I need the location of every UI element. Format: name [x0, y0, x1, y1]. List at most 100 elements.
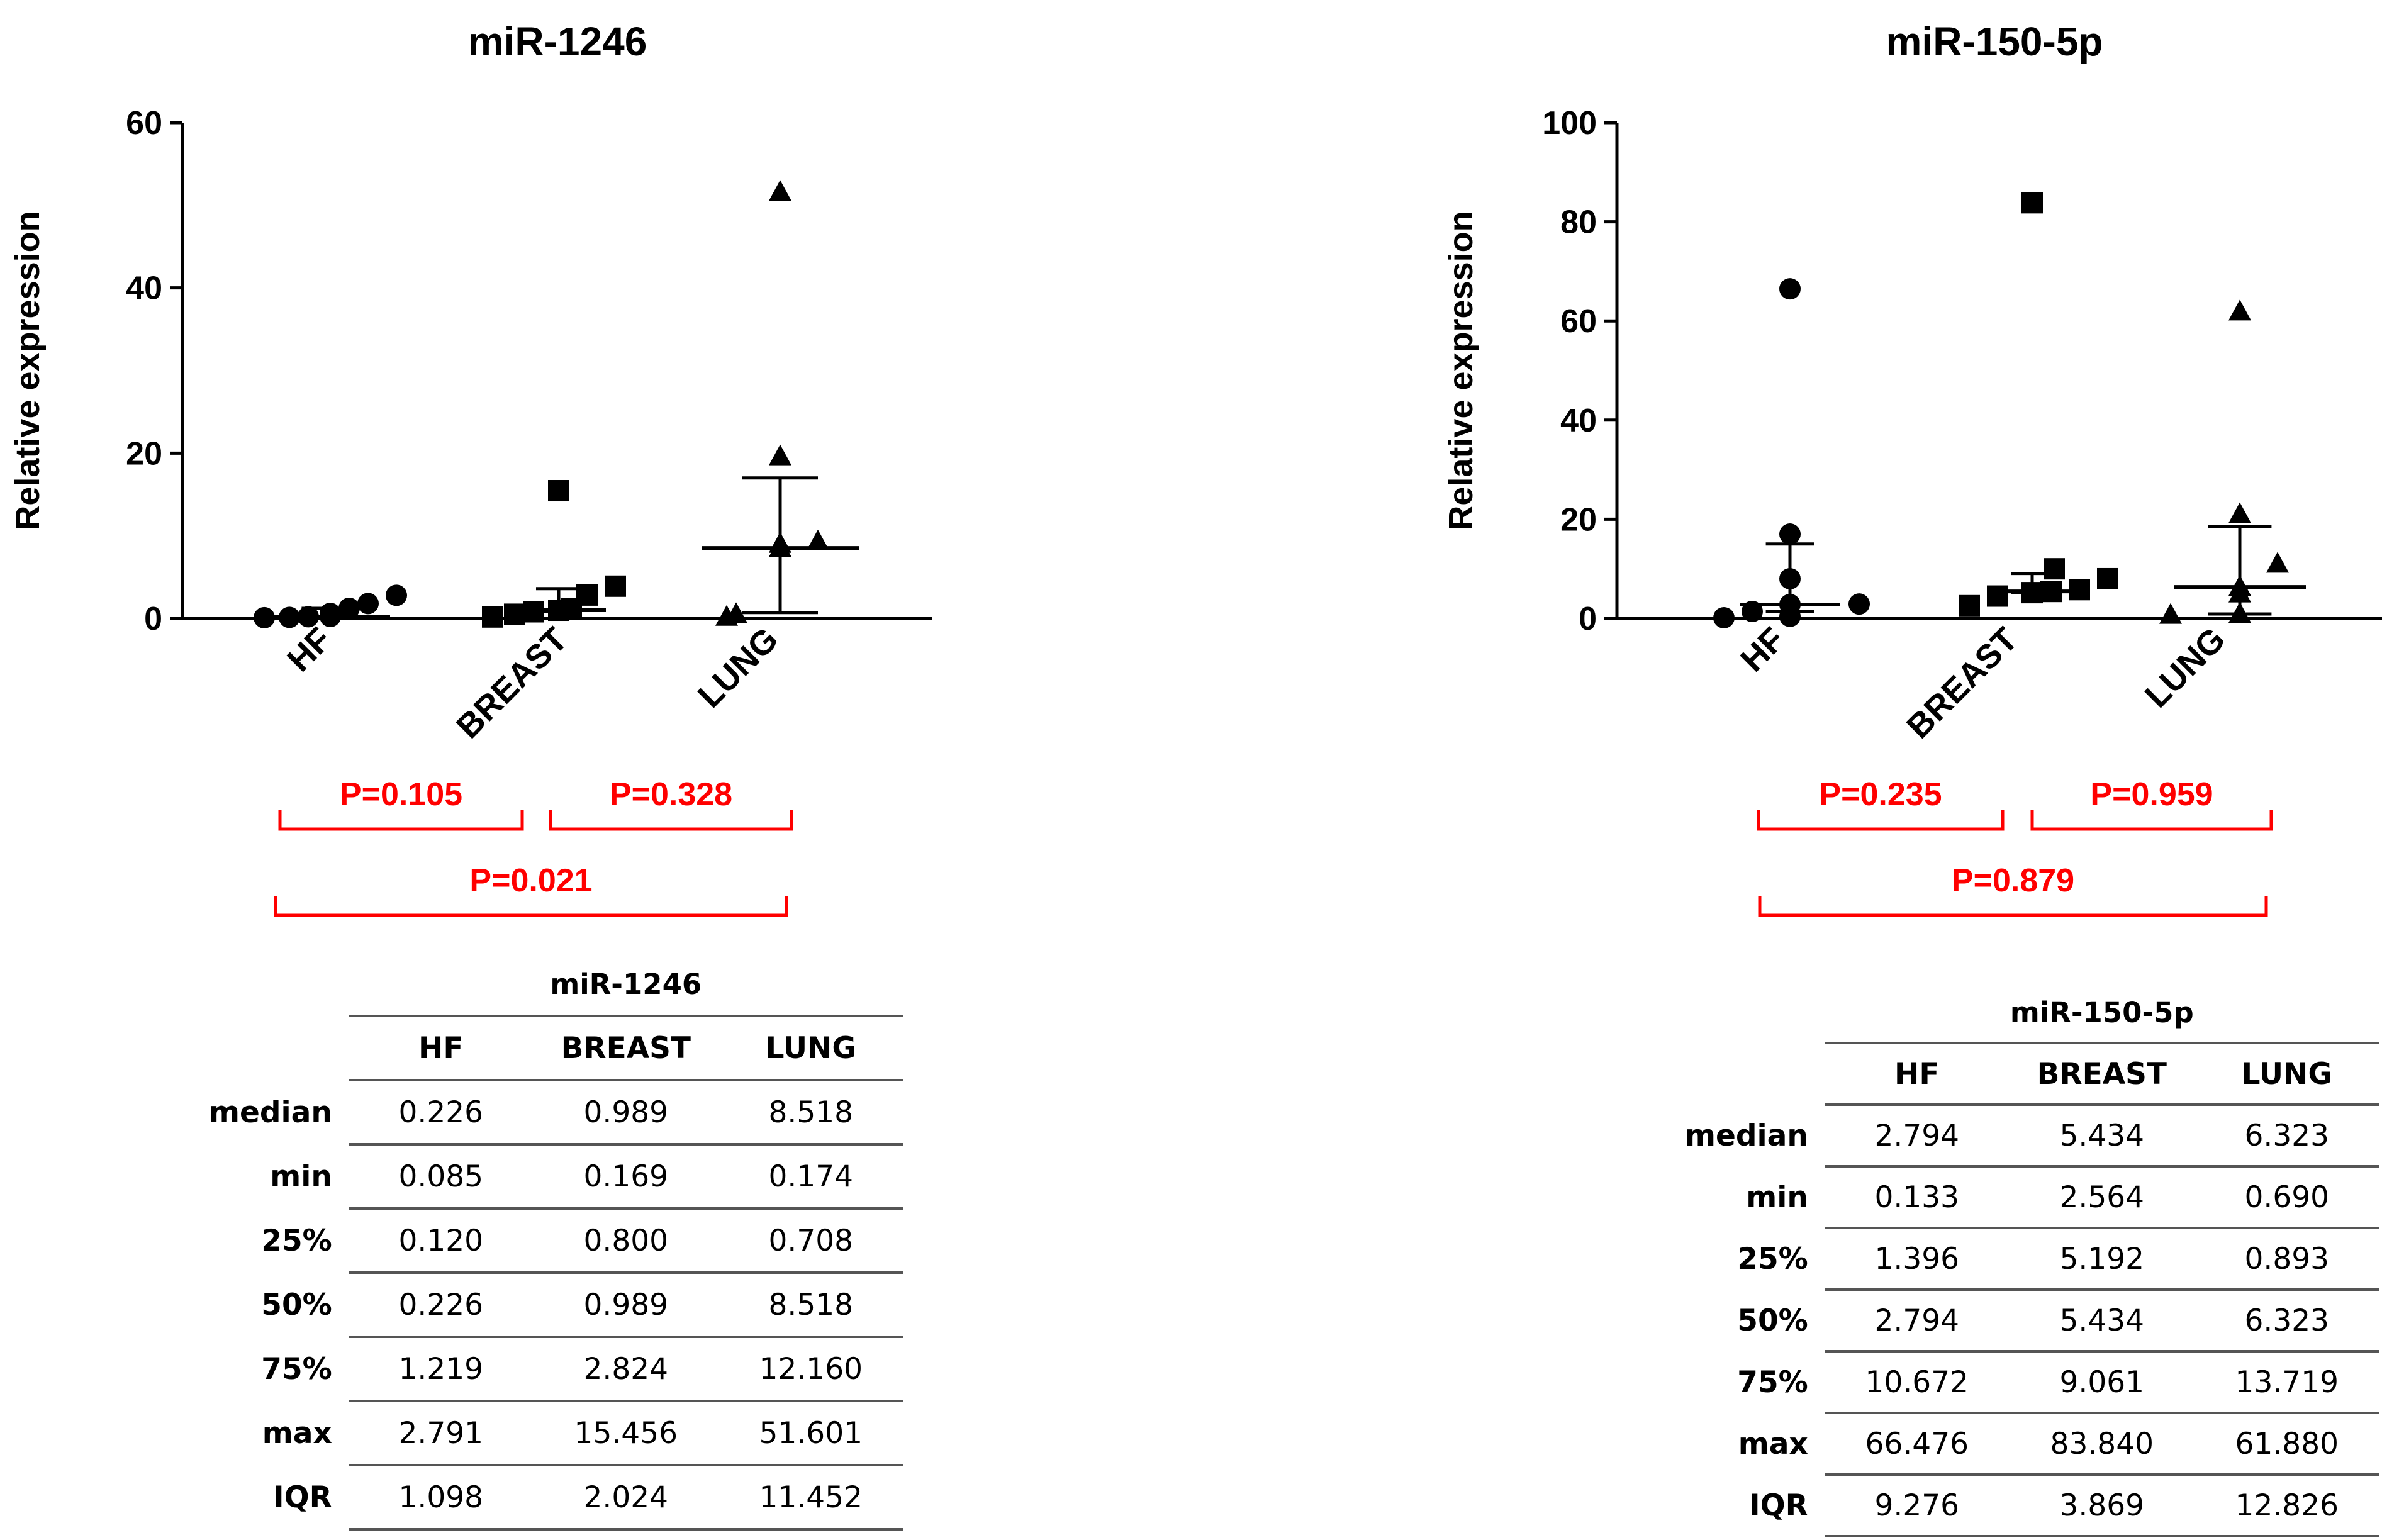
significance-bracket: [1757, 810, 2005, 831]
p-value-label: P=0.021: [469, 862, 592, 899]
table-cell: 2.564: [2009, 1166, 2195, 1229]
y-tick-label: 80: [1560, 204, 1597, 241]
y-tick-label: 100: [1542, 105, 1597, 142]
row-label: IQR: [273, 1480, 332, 1515]
data-point: [1779, 523, 1801, 545]
table-row: max 2.791 15.456 51.601: [201, 1401, 903, 1466]
chart-title: miR-150-5p: [1886, 19, 2103, 64]
row-label: min: [1746, 1180, 1808, 1215]
x-tick-label: HF: [1733, 620, 1792, 679]
row-label: max: [1738, 1426, 1808, 1461]
table-cell: 8.518: [718, 1273, 903, 1338]
p-value-label: P=0.879: [1952, 862, 2074, 899]
table-row: median 0.226 0.989 8.518: [201, 1080, 903, 1146]
table-cell: 2.794: [1824, 1290, 2010, 1353]
table-row: 25% 0.120 0.800 0.708: [201, 1208, 903, 1274]
table-cell: 5.434: [2009, 1105, 2195, 1168]
table-cell: 83.840: [2009, 1413, 2195, 1476]
row-label: 25%: [261, 1223, 332, 1258]
data-point: [1959, 594, 1980, 617]
x-tick-label: LUNG: [2138, 620, 2233, 715]
significance-bracket: [274, 896, 788, 917]
y-tick-label: 20: [1560, 501, 1597, 538]
data-point: [2228, 299, 2251, 321]
x-tick-label: BREAST: [449, 620, 574, 745]
data-point: [1987, 585, 2008, 607]
table-cell: 0.989: [533, 1273, 719, 1338]
table-row: min 0.133 2.564 0.690: [1677, 1166, 2379, 1229]
stats-table-mir-1246: miR-1246 HF BREAST LUNG median 0.226 0.9…: [201, 953, 903, 1531]
significance-bracket: [1758, 896, 2268, 917]
table-cell: 9.061: [2009, 1351, 2195, 1414]
y-tick-label: 40: [126, 271, 162, 307]
table-title: miR-1246: [348, 953, 903, 1017]
row-label: median: [209, 1095, 332, 1130]
data-point: [2021, 192, 2043, 214]
table-row: max 66.476 83.840 61.880: [1677, 1413, 2379, 1476]
row-label: 75%: [261, 1351, 332, 1387]
data-point: [2159, 603, 2182, 624]
table-cell: 0.226: [348, 1273, 534, 1338]
table-cell: 1.396: [1824, 1228, 2010, 1291]
data-point: [807, 529, 829, 550]
y-axis-label: Relative expression: [1442, 211, 1480, 530]
table-cell: 2.794: [1824, 1105, 2010, 1168]
table-cell: 0.133: [1824, 1166, 2010, 1229]
column-header-lung: LUNG: [718, 1016, 903, 1081]
table-row: 25% 1.396 5.192 0.893: [1677, 1228, 2379, 1291]
table-cell: 12.160: [718, 1337, 903, 1402]
table-cell: 11.452: [718, 1465, 903, 1531]
data-point: [725, 602, 747, 623]
table-cell: 8.518: [718, 1080, 903, 1146]
stats-table-mir-150-5p: miR-150-5p HF BREAST LUNG median 2.794 5…: [1677, 983, 2379, 1537]
y-tick-label: 60: [1560, 303, 1597, 340]
table-cell: 2.824: [533, 1337, 719, 1402]
table-row: min 0.085 0.169 0.174: [201, 1144, 903, 1210]
table-cell: 6.323: [2194, 1290, 2379, 1353]
data-point: [1848, 593, 1870, 615]
p-value-label: P=0.959: [2090, 776, 2213, 813]
y-tick-label: 0: [1579, 601, 1597, 637]
column-header-breast: BREAST: [2009, 1043, 2195, 1106]
data-point: [2228, 502, 2251, 523]
y-tick-label: 0: [144, 601, 162, 637]
data-point: [1779, 278, 1801, 300]
row-label: 25%: [1737, 1241, 1808, 1276]
column-header-breast: BREAST: [533, 1016, 719, 1081]
data-point: [504, 603, 525, 625]
row-label: 50%: [1737, 1303, 1808, 1338]
row-label: IQR: [1749, 1488, 1808, 1523]
table-cell: 0.120: [348, 1208, 534, 1274]
table-cell: 10.672: [1824, 1351, 2010, 1414]
table-cell: 0.989: [533, 1080, 719, 1146]
table-cell: 15.456: [533, 1401, 719, 1466]
table-cell: 66.476: [1824, 1413, 2010, 1476]
table-cell: 0.226: [348, 1080, 534, 1146]
table-cell: 5.434: [2009, 1290, 2195, 1353]
data-point: [605, 575, 626, 597]
chart-2: miR-150-5p Relative expression 0 20 40 60 80 10…: [1442, 19, 2382, 917]
data-point: [2044, 558, 2065, 580]
p-value-label: P=0.235: [1819, 776, 1942, 813]
data-point: [357, 593, 379, 615]
row-label: 50%: [261, 1287, 332, 1322]
table-cell: 51.601: [718, 1401, 903, 1466]
table-row: 50% 0.226 0.989 8.518: [201, 1273, 903, 1338]
table-row: 75% 10.672 9.061 13.719: [1677, 1351, 2379, 1414]
table-cell: 2.024: [533, 1465, 719, 1531]
data-point: [548, 480, 569, 502]
data-point: [769, 180, 791, 201]
table-cell: 12.826: [2194, 1475, 2379, 1537]
row-label: max: [262, 1415, 332, 1451]
p-value-label: P=0.328: [610, 776, 732, 813]
data-point: [2097, 567, 2118, 589]
y-axis-label: Relative expression: [9, 211, 47, 530]
row-label: 75%: [1737, 1364, 1808, 1400]
table-cell: 0.893: [2194, 1228, 2379, 1291]
column-header-hf: HF: [1824, 1043, 2010, 1106]
x-tick-label: BREAST: [1899, 620, 2025, 745]
table-row: 75% 1.219 2.824 12.160: [201, 1337, 903, 1402]
significance-bracket: [278, 810, 524, 831]
table-cell: 0.690: [2194, 1166, 2379, 1229]
